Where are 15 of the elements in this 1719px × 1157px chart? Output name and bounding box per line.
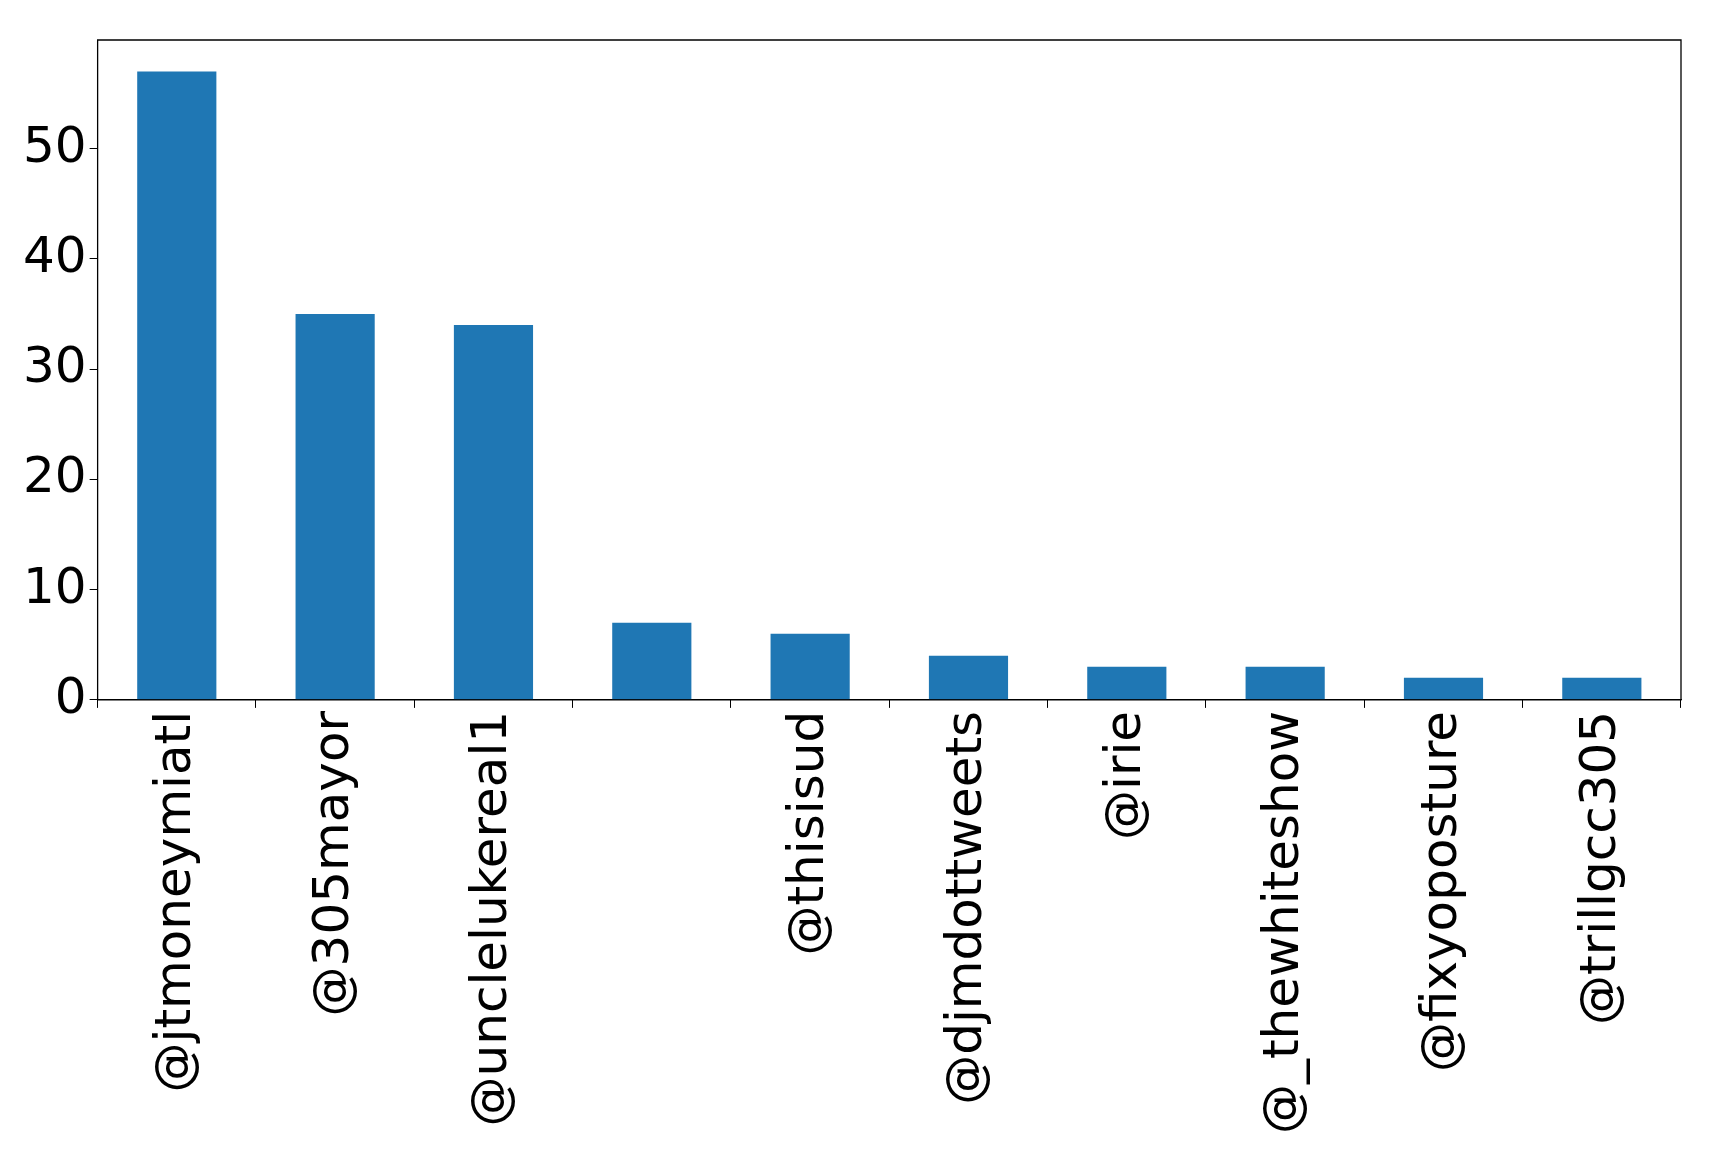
x-tick-label: @_thewhiteshow (1252, 710, 1311, 1134)
x-tick-label: @trillgcc305 (1568, 710, 1627, 1025)
x-tick-label: @djmdottweets (935, 710, 994, 1105)
x-tick-label: @unclelukereal1 (460, 710, 519, 1127)
y-tick-label: 30 (23, 336, 87, 395)
y-tick-label: 10 (23, 556, 87, 615)
y-tick-label: 40 (23, 225, 87, 284)
y-tick-label: 0 (54, 666, 87, 725)
x-tick-label: @thisisud (777, 710, 836, 956)
x-tick-label: @irie (1093, 710, 1152, 840)
x-tick-label: @fixyoposture (1410, 710, 1469, 1073)
y-tick-label: 20 (23, 446, 87, 505)
x-tick-label: @jtmoneymiatl (143, 710, 202, 1093)
y-tick-label: 50 (23, 115, 87, 174)
x-tick-label: @305mayor (302, 710, 361, 1017)
